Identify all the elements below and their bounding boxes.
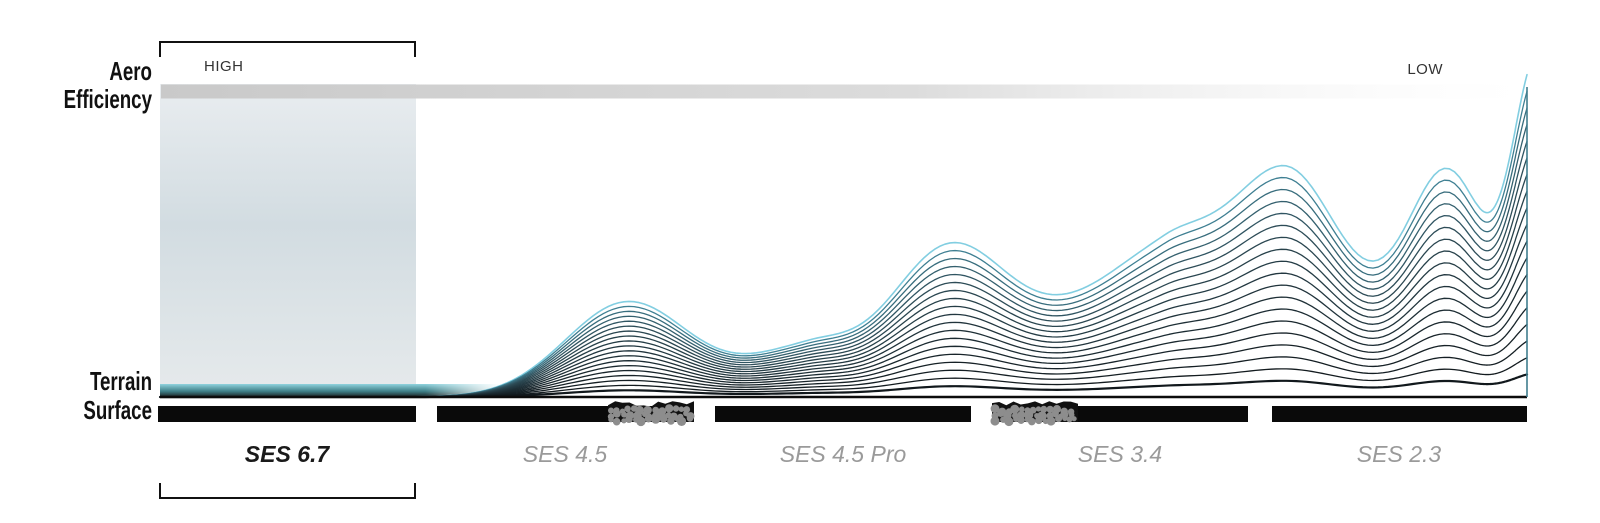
svg-text:SES 2.3: SES 2.3	[1357, 441, 1442, 467]
svg-text:SES 4.5 Pro: SES 4.5 Pro	[780, 441, 907, 467]
svg-text:SES 4.5: SES 4.5	[523, 441, 608, 467]
svg-text:SES 6.7: SES 6.7	[245, 441, 331, 467]
svg-text:Efficiency: Efficiency	[64, 84, 153, 114]
svg-text:HIGH: HIGH	[204, 58, 244, 75]
svg-text:Surface: Surface	[83, 395, 152, 425]
svg-text:Aero: Aero	[109, 56, 152, 86]
svg-text:Terrain: Terrain	[90, 366, 152, 396]
svg-text:SES 3.4: SES 3.4	[1078, 441, 1162, 467]
svg-text:LOW: LOW	[1407, 61, 1443, 78]
